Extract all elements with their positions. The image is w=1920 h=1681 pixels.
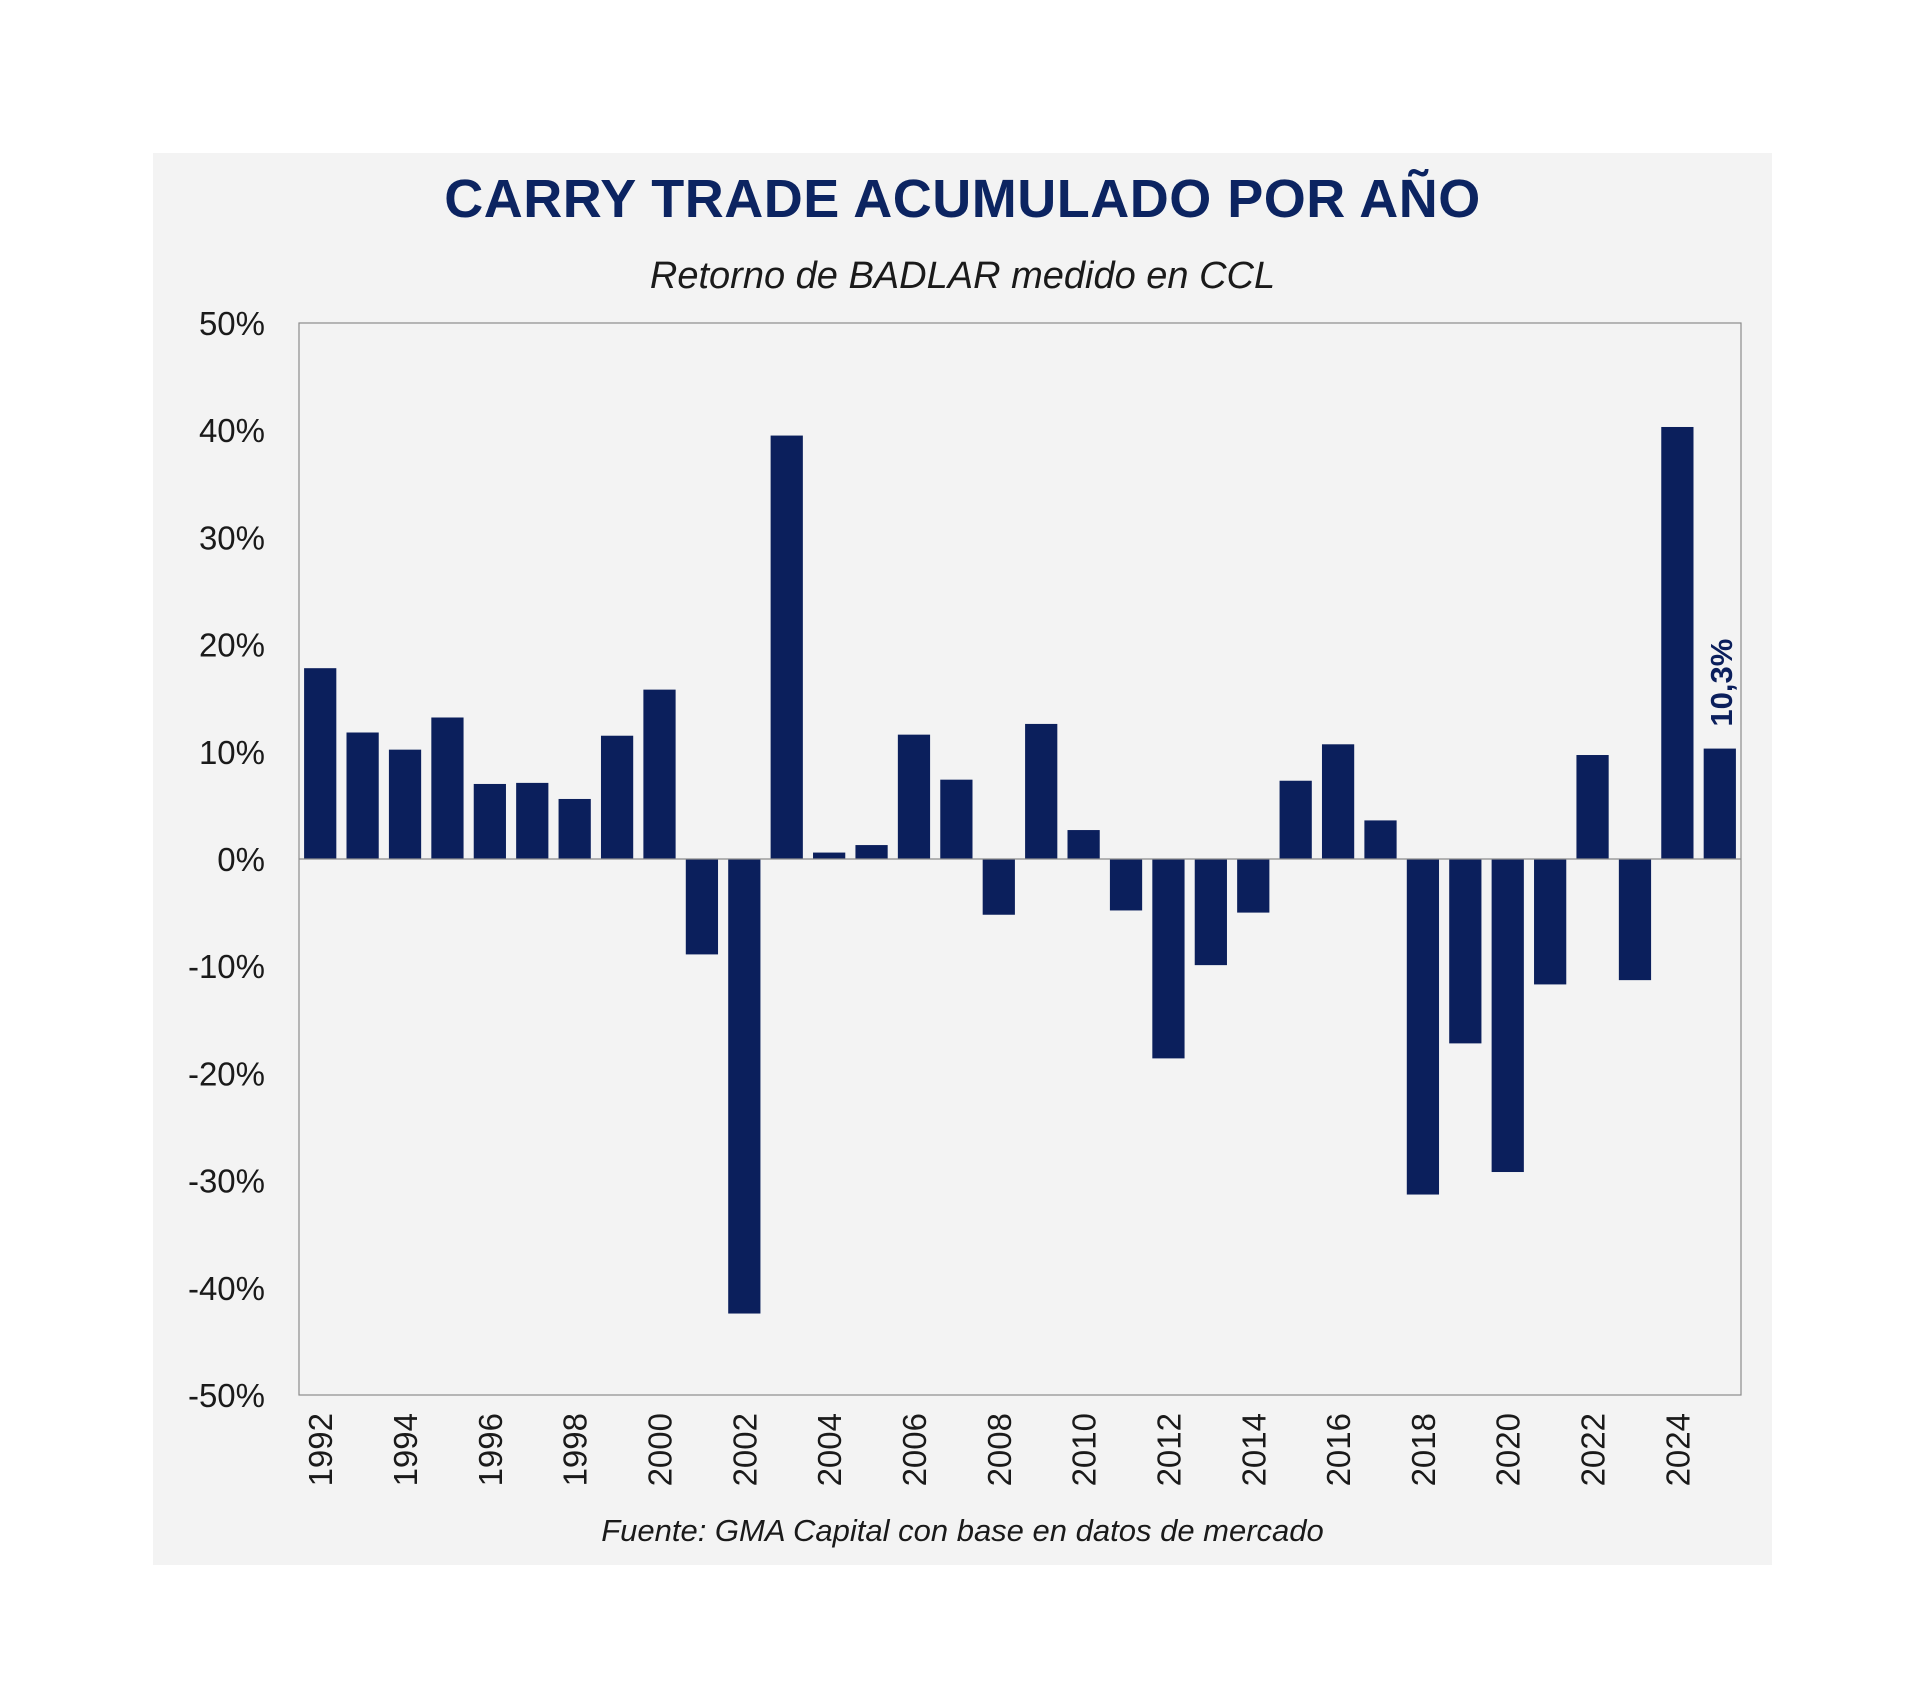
bar-2021 — [1534, 859, 1567, 985]
bar-2022 — [1576, 755, 1609, 859]
x-tick-label: 1994 — [387, 1413, 424, 1486]
y-tick-label: 0% — [217, 841, 265, 878]
bar-2020 — [1491, 859, 1524, 1173]
bar-2023 — [1618, 859, 1652, 981]
y-tick-label: 30% — [199, 519, 265, 556]
bar-2014 — [1237, 859, 1270, 913]
x-tick-label: 2008 — [981, 1413, 1018, 1486]
bar-2004 — [813, 852, 846, 859]
bar-2018 — [1406, 859, 1440, 1195]
bar-2017 — [1364, 820, 1397, 859]
bar-2015 — [1279, 780, 1312, 859]
x-tick-label: 2020 — [1490, 1413, 1527, 1486]
y-tick-label: 20% — [199, 627, 265, 664]
x-tick-label: 2006 — [896, 1413, 933, 1486]
y-tick-label: -20% — [188, 1055, 265, 1092]
x-tick-label: 1992 — [302, 1413, 339, 1486]
bar-2003 — [770, 435, 803, 859]
bar-2009 — [1025, 723, 1058, 859]
bar-2007 — [940, 779, 973, 859]
bar-1994 — [388, 749, 422, 859]
bar-2024 — [1661, 426, 1694, 859]
x-tick-label: 2004 — [811, 1413, 848, 1486]
bar-2002 — [728, 859, 761, 1314]
bar-2013 — [1194, 859, 1227, 966]
y-tick-label: -40% — [188, 1270, 265, 1307]
bar-2019 — [1449, 859, 1482, 1044]
bar-2011 — [1109, 859, 1143, 911]
x-tick-label: 2022 — [1575, 1413, 1612, 1486]
bar-2001 — [685, 859, 719, 955]
x-tick-label: 2012 — [1150, 1413, 1187, 1486]
bar-1992 — [304, 668, 337, 859]
chart-subtitle: Retorno de BADLAR medido en CCL — [649, 255, 1276, 297]
y-tick-label: 40% — [199, 412, 265, 449]
x-tick-label: 2010 — [1066, 1413, 1103, 1486]
y-tick-label: 50% — [199, 305, 265, 342]
x-tick-label: 1998 — [557, 1413, 594, 1486]
data-label-2025: 10,3% — [1704, 639, 1739, 727]
x-tick-label: 2016 — [1320, 1413, 1357, 1486]
bar-1998 — [558, 798, 591, 859]
bar-1999 — [600, 735, 634, 859]
chart-source: Fuente: GMA Capital con base en datos de… — [601, 1513, 1324, 1548]
bar-2010 — [1067, 830, 1100, 859]
bar-2025 — [1703, 748, 1736, 859]
bar-2008 — [982, 859, 1015, 915]
x-tick-label: 1996 — [472, 1413, 509, 1486]
x-tick-label: 2000 — [642, 1413, 679, 1486]
bar-2000 — [643, 689, 676, 859]
bar-2012 — [1152, 859, 1185, 1059]
y-tick-label: -10% — [188, 948, 265, 985]
x-tick-label: 2014 — [1235, 1413, 1272, 1486]
bar-2006 — [897, 734, 931, 859]
x-tick-label: 2018 — [1405, 1413, 1442, 1486]
bar-1995 — [431, 717, 464, 859]
y-tick-label: -30% — [188, 1163, 265, 1200]
bar-1997 — [516, 782, 549, 859]
x-tick-label: 2024 — [1659, 1413, 1696, 1486]
y-tick-label: 10% — [199, 734, 265, 771]
bar-2016 — [1321, 744, 1355, 859]
x-tick-label: 2002 — [726, 1413, 763, 1486]
y-tick-label: -50% — [188, 1377, 265, 1414]
bar-2005 — [855, 845, 888, 859]
bar-1996 — [473, 783, 506, 859]
chart-title: CARRY TRADE ACUMULADO POR AÑO — [444, 169, 1481, 229]
bar-1993 — [346, 732, 379, 859]
